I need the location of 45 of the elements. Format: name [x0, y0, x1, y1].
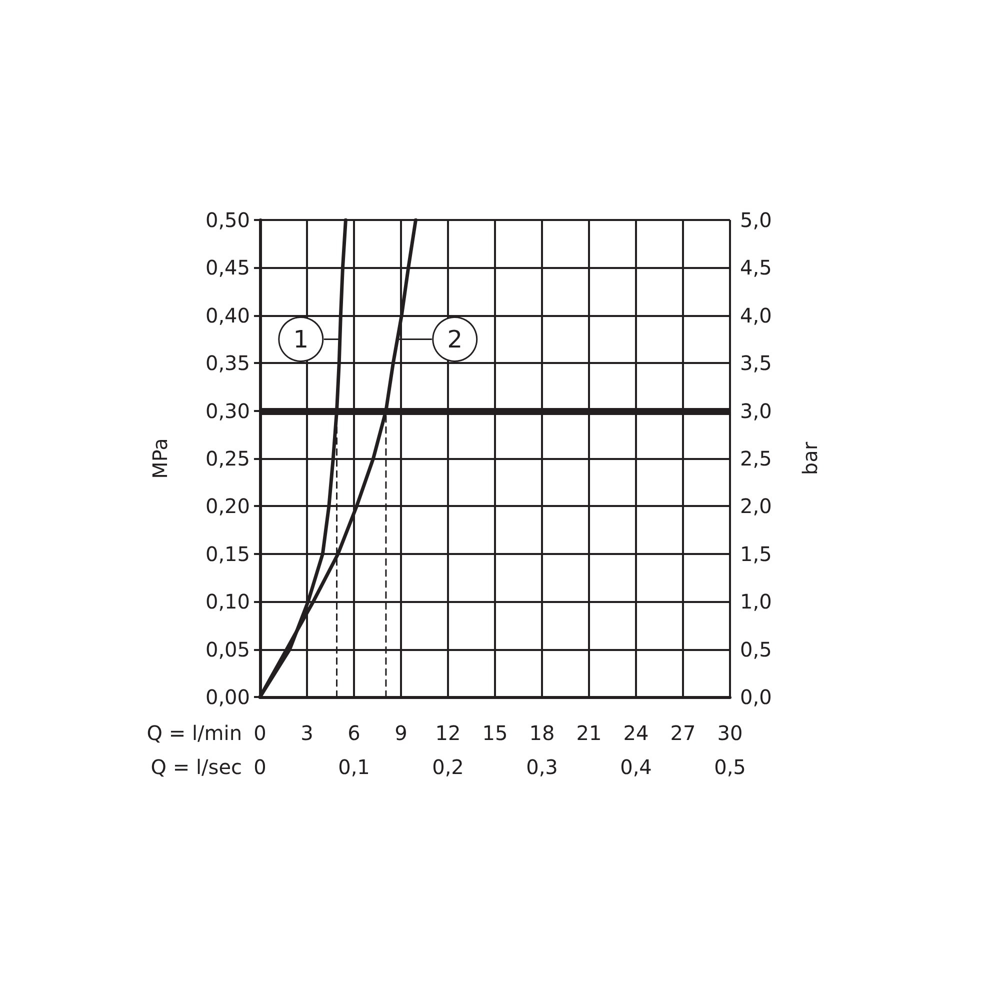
y2-tick-label: 3,5	[740, 351, 772, 376]
x2-tick-label: 0,2	[432, 755, 464, 779]
x-tick-label: 27	[670, 721, 696, 745]
x-tick-label: 3	[300, 721, 314, 745]
x-tick-label: 9	[394, 721, 408, 745]
y-tick-label: 0,20	[205, 494, 250, 518]
y2-tick-label: 2,0	[740, 494, 772, 518]
y-tick-label: 0,15	[205, 542, 250, 566]
x2-tick-label: 0	[254, 755, 266, 779]
y2-tick-label: 2,5	[740, 446, 772, 470]
x-tick-label: 15	[482, 721, 508, 745]
y2-tick-label: 3,0	[740, 398, 772, 423]
x2-tick-label: 0,4	[620, 755, 652, 779]
x-axis-title: Q = l/min	[146, 721, 242, 745]
x2-axis-title: Q = l/sec	[150, 755, 242, 779]
x-tick-label: 6	[348, 721, 360, 745]
y2-tick-label: 0,5	[740, 637, 772, 662]
x-tick-label: 24	[623, 721, 649, 745]
x-tick-label: 0	[254, 721, 266, 745]
annotation: 1	[293, 325, 309, 354]
x2-tick-label: 0,1	[338, 755, 370, 779]
y-tick-label: 0,25	[205, 446, 250, 470]
y2-tick-label: 0,0	[740, 685, 772, 709]
y2-tick-label: 5,0	[740, 208, 772, 232]
y-tick-label: 0,50	[205, 208, 250, 232]
y-tick-label: 0,05	[205, 637, 250, 662]
x-tick-label: 12	[435, 721, 461, 745]
y-tick-label: 0,30	[205, 398, 250, 423]
x-tick-label: 18	[529, 721, 555, 745]
y-axis-title: MPa	[148, 438, 172, 479]
y2-axis-title: bar	[798, 441, 822, 476]
x2-tick-label: 0,5	[714, 755, 746, 779]
y2-tick-label: 1,0	[740, 590, 772, 614]
annotation: 2	[447, 325, 463, 354]
y-tick-label: 0,35	[205, 351, 250, 376]
y-tick-label: 0,45	[205, 256, 250, 280]
y-tick-label: 0,10	[205, 590, 250, 614]
y2-tick-label: 1,5	[740, 542, 772, 566]
y2-tick-label: 4,0	[740, 303, 772, 328]
x-tick-label: 21	[576, 721, 602, 745]
x2-tick-label: 0,3	[526, 755, 558, 779]
x-tick-label: 30	[717, 721, 743, 745]
y-tick-label: 0,00	[205, 685, 250, 709]
y2-tick-label: 4,5	[740, 256, 772, 280]
y-tick-label: 0,40	[205, 303, 250, 328]
